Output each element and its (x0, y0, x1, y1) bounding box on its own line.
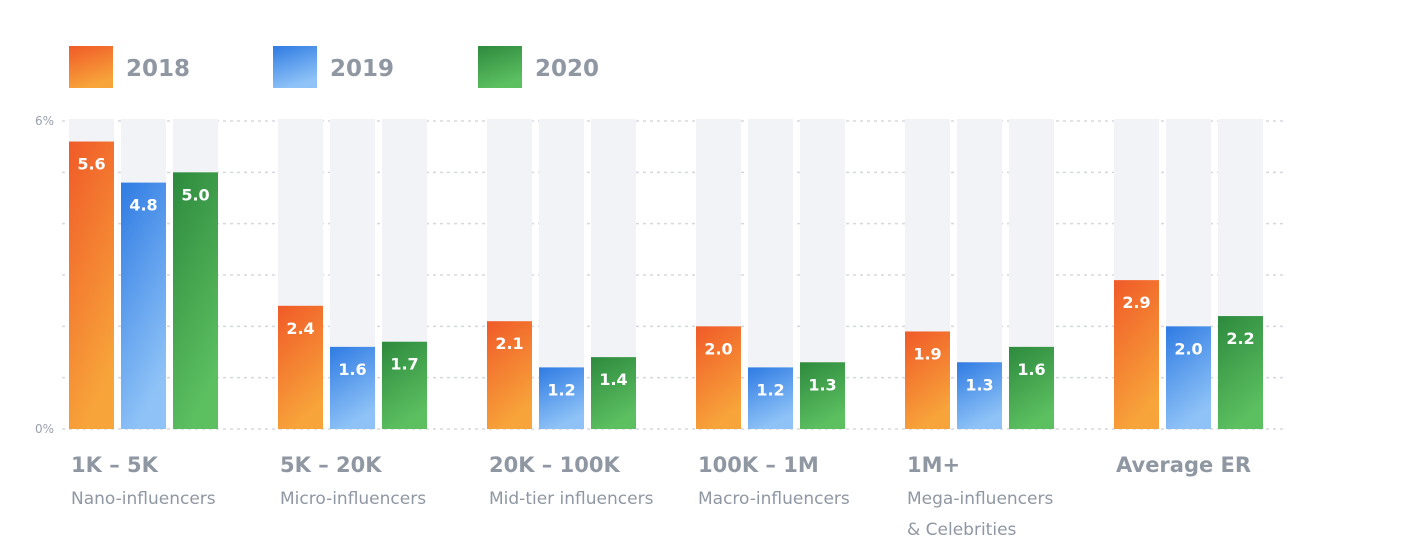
bar-tracks (69, 119, 1263, 429)
bar-2020 (1009, 346, 1054, 429)
legend-swatch-2020 (478, 46, 522, 88)
value-label: 1.3 (965, 375, 993, 394)
bar-2018 (278, 305, 323, 429)
value-label: 5.0 (181, 185, 209, 204)
bar-2019 (539, 367, 584, 429)
category-sublabel: Nano-influencers (71, 489, 216, 509)
bar-2018 (1114, 280, 1159, 429)
y-tick-label: 6% (35, 114, 54, 128)
value-label: 1.2 (547, 380, 575, 399)
category-sublabel: Macro-influencers (698, 489, 850, 509)
category-labels: 1K – 5K Nano-influencers 5K – 20K Micro-inf… (71, 453, 1251, 540)
bar-2019 (1166, 326, 1211, 429)
legend-swatch-2019 (273, 46, 317, 88)
legend-label-2018: 2018 (126, 56, 190, 82)
grid (62, 120, 1286, 430)
y-tick-label: 0% (35, 422, 54, 436)
bar-2020 (173, 172, 218, 430)
bar-2020 (591, 357, 636, 429)
bar-2020 (382, 341, 427, 429)
legend-label-2020: 2020 (535, 56, 599, 82)
bar-2018 (905, 331, 950, 429)
value-label: 2.9 (1122, 293, 1150, 312)
legend: 2018 2019 2020 (69, 46, 599, 88)
value-label: 1.9 (913, 344, 941, 363)
legend-swatch-2018 (69, 46, 113, 88)
value-label: 2.2 (1226, 329, 1254, 348)
legend-label-2019: 2019 (330, 56, 394, 82)
value-label: 1.7 (390, 355, 418, 374)
value-label: 2.0 (704, 339, 732, 358)
category-label: Average ER (1116, 453, 1251, 477)
y-axis: 0% 6% (35, 114, 54, 436)
bar-2020 (800, 362, 845, 429)
bar-2018 (696, 326, 741, 429)
bar-2019 (957, 362, 1002, 429)
value-label: 1.6 (1017, 360, 1045, 379)
bar-2019 (121, 182, 166, 429)
value-label: 2.4 (286, 319, 314, 338)
value-label: 1.4 (599, 370, 627, 389)
bar-2020 (1218, 316, 1263, 429)
value-label: 1.3 (808, 375, 836, 394)
category-sublabel: Mega-influencers (907, 489, 1053, 509)
category-label: 1K – 5K (71, 453, 159, 477)
bar-2018 (69, 141, 114, 430)
bar-2018 (487, 321, 532, 429)
bar-2019 (330, 346, 375, 429)
value-labels: 5.6 4.8 5.0 2.4 1.6 1.7 2.1 1.2 1.4 2.0 1.2 1.3 1.9 1… (77, 155, 1254, 400)
value-label: 1.6 (338, 360, 366, 379)
value-label: 2.0 (1174, 339, 1202, 358)
category-label: 100K – 1M (698, 453, 819, 477)
category-label: 5K – 20K (280, 453, 382, 477)
bars (69, 141, 1263, 430)
value-label: 4.8 (129, 196, 157, 215)
value-label: 2.1 (495, 334, 523, 353)
category-sublabel: Mid-tier influencers (489, 489, 654, 509)
value-label: 1.2 (756, 380, 784, 399)
category-label: 20K – 100K (489, 453, 620, 477)
bar-2019 (748, 367, 793, 429)
value-label: 5.6 (77, 155, 105, 174)
category-sublabel: Micro-influencers (280, 489, 426, 509)
category-sublabel: & Celebrities (907, 520, 1017, 540)
category-label: 1M+ (907, 453, 960, 477)
